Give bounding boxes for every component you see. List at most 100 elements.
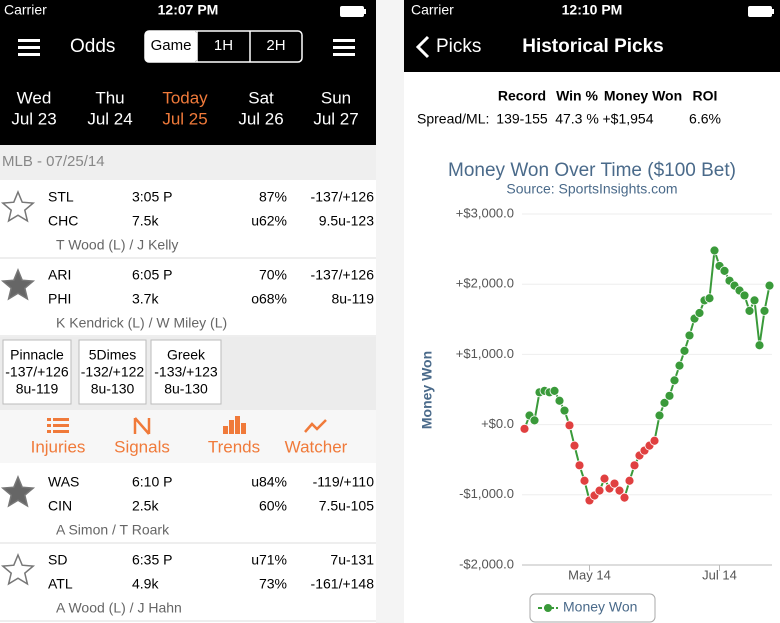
menu-icon[interactable] [18,46,40,49]
book-spread: -132/+122 [81,364,145,380]
data-point [594,485,605,496]
status-time: 12:10 PM [562,2,623,18]
menu-icon[interactable] [333,46,355,49]
y-axis-label: Money Won [419,351,435,429]
stats-value: +$1,954 [603,111,654,127]
y-tick-label: +$1,000.0 [456,346,514,361]
stats-header: Money Won [604,88,682,104]
percent: u71% [251,552,287,568]
tab-label[interactable]: Watcher [285,437,348,456]
book-total: 8u-119 [16,381,59,397]
legend-marker [544,604,552,612]
percent: 70% [259,267,287,283]
favorite-star[interactable] [0,475,36,508]
book-box[interactable] [2,339,72,405]
data-point [569,440,580,451]
game-info: 6:10 P [132,474,172,490]
percent: o68% [251,291,287,307]
day-name: Sat [248,88,274,107]
team: SD [48,552,67,568]
data-point [574,460,585,471]
stats-header: Win % [556,88,598,104]
favorite-star[interactable] [0,553,36,586]
game-info: 4.9k [132,576,159,592]
pitchers: A Wood (L) / J Hahn [56,600,182,616]
day-date: Jul 26 [238,109,283,128]
odds: 8u-119 [331,291,374,307]
data-point [624,475,635,486]
game-info: 3.7k [132,291,159,307]
y-tick-label: -$1,000.0 [459,486,514,501]
data-point [579,475,590,486]
day-name: Sun [321,88,351,107]
y-tick-label: -$2,000.0 [459,556,514,571]
tab-label[interactable]: Trends [208,437,260,456]
day-name: Thu [95,88,124,107]
data-point [519,423,530,434]
nav-title: Odds [70,36,115,57]
gap [376,0,404,623]
tab-label[interactable]: Injuries [31,437,86,456]
menu-icon[interactable] [18,39,40,42]
data-point [659,397,670,408]
team: CIN [48,498,72,514]
back-label[interactable]: Picks [436,36,481,57]
pitchers: T Wood (L) / J Kelly [56,237,178,253]
stats-value: 47.3 % [555,111,599,127]
odds: 7.5u-105 [319,498,374,514]
tab-icon [133,417,151,435]
battery-tip [772,9,774,14]
chart-title: Money Won Over Time ($100 Bet) [448,160,736,181]
day-date: Jul 23 [11,109,56,128]
menu-icon[interactable] [18,53,40,56]
book-box[interactable] [150,339,222,405]
tab-label[interactable]: Signals [114,437,170,456]
data-point [559,405,570,416]
status-time: 12:07 PM [158,2,219,18]
data-point [684,330,695,341]
data-point [549,386,560,396]
percent: u62% [251,213,287,229]
team: ATL [48,576,73,592]
section-title: MLB - 07/25/14 [2,153,105,170]
chart-subtitle: Source: SportsInsights.com [506,181,677,197]
segment-label: 2H [266,37,285,54]
favorite-star[interactable] [0,268,36,301]
percent: u84% [251,474,287,490]
percent: 73% [259,576,287,592]
back-chevron[interactable] [415,35,430,59]
status-carrier: Carrier [411,2,454,18]
legend-box [529,593,656,623]
book-total: 8u-130 [164,381,208,397]
pitchers: A Simon / T Roark [56,522,170,538]
book-total: 8u-130 [91,381,135,397]
odds: -137/+126 [311,189,375,205]
y-tick-label: +$3,000.0 [456,205,514,220]
data-point [679,345,690,356]
segment-label: 1H [214,37,233,54]
menu-icon[interactable] [333,53,355,56]
data-point [669,375,680,386]
segment-selected[interactable] [145,31,197,62]
odds: -137/+126 [311,267,375,283]
team: WAS [48,474,79,490]
percent: 60% [259,498,287,514]
odds: -161/+148 [311,576,375,592]
book-box[interactable] [78,339,147,405]
book-name: 5Dimes [89,347,136,363]
team: STL [48,189,74,205]
percent: 87% [259,189,287,205]
menu-icon[interactable] [333,39,355,42]
odds: 9.5u-123 [319,213,374,229]
game-info: 7.5k [132,213,159,229]
favorite-star[interactable] [0,190,36,223]
book-spread: -137/+126 [5,364,69,380]
game-info: 6:05 P [132,267,172,283]
nav-title: Historical Picks [522,36,664,57]
data-point [674,360,685,371]
tab-icon [53,418,69,421]
tab-icon [235,416,240,434]
tab-icon [47,418,51,421]
data-point [764,280,775,291]
